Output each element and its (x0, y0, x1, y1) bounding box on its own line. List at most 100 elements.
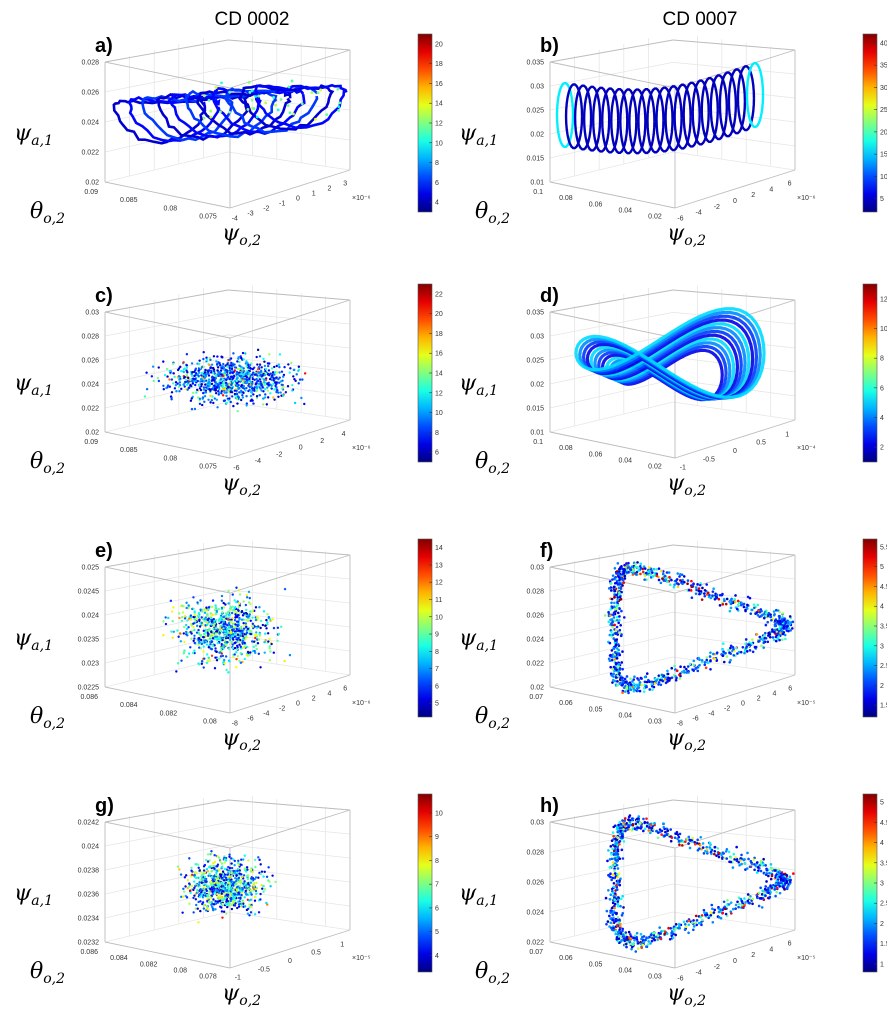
data-point (621, 857, 625, 860)
data-point (204, 620, 208, 623)
data-point (258, 606, 261, 609)
y-tick-label: 0.085 (120, 447, 138, 454)
data-point (254, 865, 257, 869)
data-point (228, 891, 231, 895)
data-point (162, 620, 165, 623)
data-point (697, 921, 701, 925)
y-tick-label: 0.09 (84, 439, 98, 446)
data-point (210, 852, 213, 856)
data-point (643, 567, 647, 570)
data-point (226, 365, 229, 368)
data-point (210, 876, 214, 879)
data-point (665, 576, 669, 580)
data-point (206, 853, 210, 856)
data-point (233, 607, 236, 610)
data-point (226, 611, 230, 615)
z-tick-label: 0.0242 (78, 820, 100, 827)
data-point (210, 654, 214, 657)
data-point (232, 869, 235, 873)
colorbar-tick-label: 5 (435, 701, 439, 708)
z-tick-label: 0.022 (526, 661, 544, 668)
data-point (610, 857, 614, 861)
data-point (183, 615, 187, 618)
data-point (225, 868, 229, 871)
data-point (769, 615, 773, 619)
colorbar-tick-label: 8 (435, 430, 439, 437)
trajectory-line (604, 337, 736, 401)
data-point (749, 612, 753, 615)
data-point (208, 637, 212, 640)
data-point (771, 636, 775, 639)
data-point (248, 914, 251, 917)
data-point (610, 839, 614, 843)
data-point (752, 603, 756, 606)
data-point (192, 874, 196, 877)
data-point (244, 614, 247, 617)
data-point (704, 666, 708, 670)
data-point (705, 848, 709, 852)
data-point (200, 875, 203, 878)
data-point (757, 609, 760, 612)
data-point (241, 634, 244, 638)
data-point (632, 936, 635, 940)
data-point (230, 395, 234, 398)
data-point (181, 911, 184, 914)
data-point (732, 852, 736, 856)
data-point (238, 364, 241, 367)
data-point (183, 876, 187, 879)
data-point (207, 617, 211, 620)
data-point (708, 593, 711, 597)
data-point (231, 643, 234, 646)
data-point (734, 907, 737, 910)
data-point (745, 650, 749, 653)
data-point (625, 945, 628, 949)
data-point (254, 371, 257, 374)
data-point (213, 878, 217, 882)
data-point (610, 878, 613, 882)
data-point (288, 371, 291, 374)
data-point (617, 573, 621, 576)
data-point (202, 666, 205, 669)
data-point (225, 893, 228, 896)
data-point (268, 645, 271, 648)
data-point (248, 388, 251, 392)
data-point (697, 589, 701, 593)
data-point (613, 595, 616, 599)
data-point (236, 869, 239, 873)
data-point (231, 363, 235, 367)
data-point (210, 382, 214, 386)
data-point (633, 675, 636, 679)
data-point (252, 886, 255, 890)
data-point (729, 910, 733, 913)
data-point (737, 601, 741, 605)
data-point (182, 605, 185, 608)
data-point (254, 876, 258, 879)
data-point (231, 882, 235, 886)
data-point (609, 875, 612, 879)
data-point (220, 649, 223, 652)
data-point (609, 872, 612, 876)
data-point (698, 583, 702, 587)
data-point (231, 633, 235, 636)
data-point (650, 684, 654, 688)
data-point (682, 669, 686, 673)
data-point (224, 655, 228, 658)
data-point (634, 950, 638, 953)
data-point (198, 893, 202, 896)
data-point (177, 374, 181, 378)
data-point (774, 608, 778, 612)
data-point (225, 394, 228, 398)
data-point (234, 623, 237, 626)
data-point (663, 930, 667, 934)
data-point (172, 372, 175, 375)
data-point (700, 598, 704, 601)
data-point (642, 565, 646, 568)
data-point (272, 96, 276, 99)
data-point (151, 365, 155, 368)
data-point (614, 911, 617, 915)
data-point (644, 945, 648, 948)
data-point (245, 874, 249, 878)
colorbar-tick-label: 1.5 (880, 941, 887, 948)
data-point (211, 890, 215, 894)
data-point (607, 849, 610, 852)
